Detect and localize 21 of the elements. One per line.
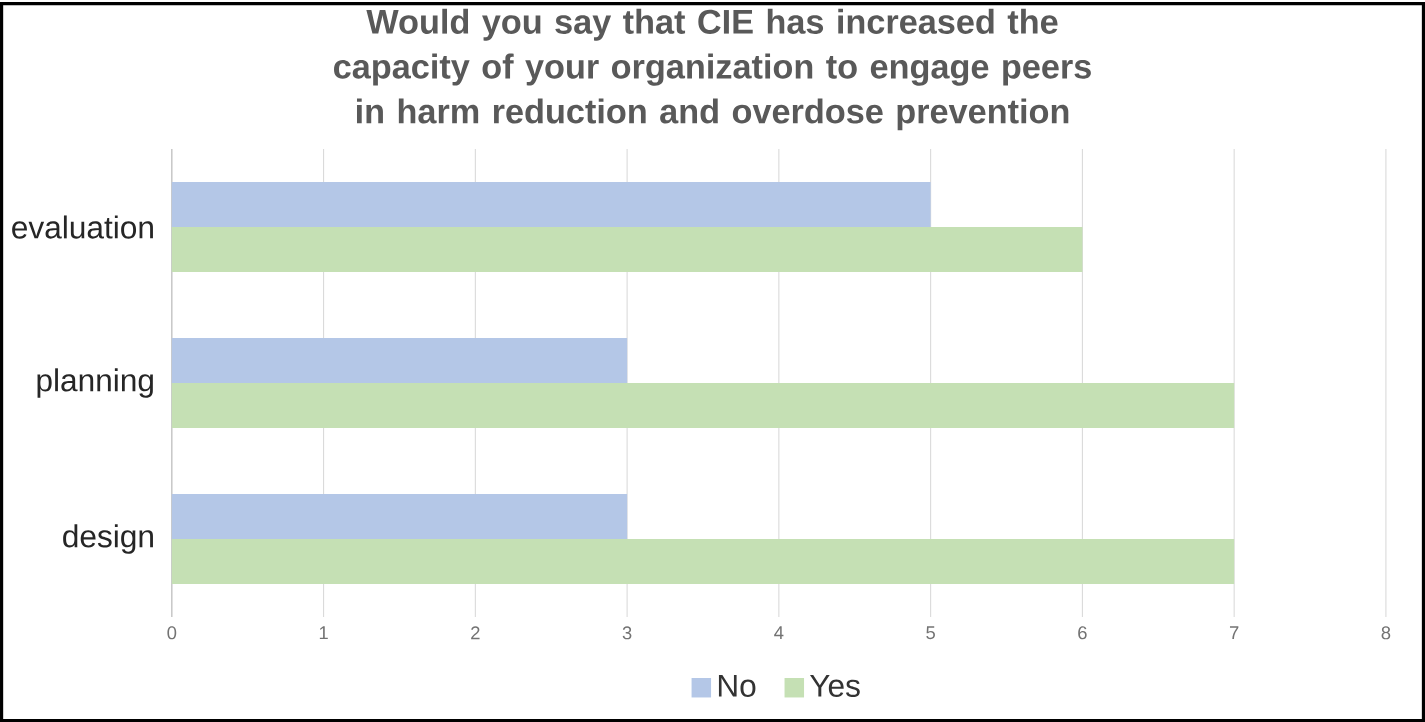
x-tick-label: 3 <box>622 626 632 640</box>
x-tick-label: 2 <box>471 626 480 640</box>
chart-title: Would you say that CIE has increased the capacity of your organization to engage peers in harm reduction and overdose prevention <box>334 8 1091 131</box>
bar <box>171 382 1235 428</box>
y-tick-label: design <box>63 524 153 554</box>
x-tick-label: 5 <box>926 626 935 640</box>
x-tick-label: 4 <box>774 626 784 639</box>
legend-label: Yes <box>810 674 860 697</box>
x-tick-label: 8 <box>1381 626 1391 640</box>
x-tick-label: 0 <box>167 626 177 640</box>
bar <box>171 182 931 228</box>
x-tick-label: 6 <box>1078 626 1087 640</box>
bar <box>171 227 1083 273</box>
bar <box>171 337 628 383</box>
y-tick-label: evaluation <box>12 215 153 239</box>
bar <box>171 493 628 539</box>
x-tick-label: 7 <box>1229 626 1239 639</box>
legend-label: No <box>718 674 756 697</box>
x-tick-label: 1 <box>319 626 328 639</box>
bar <box>171 538 1235 584</box>
y-tick-label: planning <box>37 368 153 398</box>
